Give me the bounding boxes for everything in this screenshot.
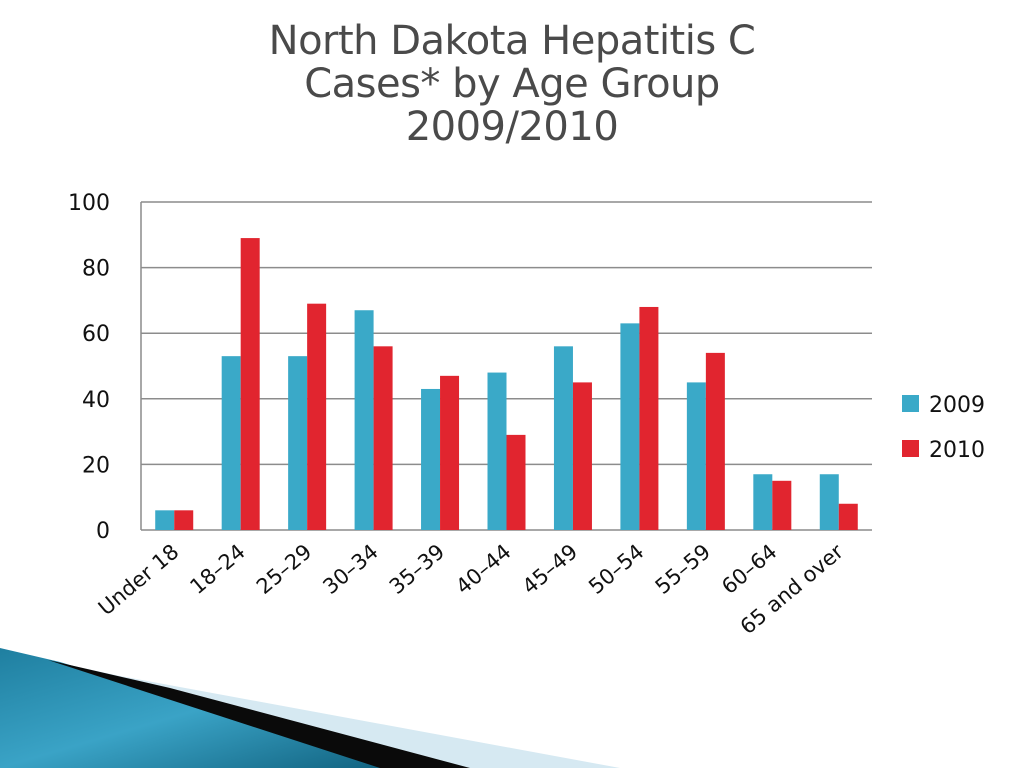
bar-2010 — [838, 503, 858, 530]
y-tick-label: 100 — [68, 191, 110, 216]
bar-2009 — [221, 356, 241, 530]
title-line-2: Cases* by Age Group — [304, 61, 720, 107]
bar-2010 — [373, 346, 393, 530]
chart-title: North Dakota Hepatitis C Cases* by Age G… — [212, 20, 812, 149]
bar-2009 — [553, 346, 573, 530]
bar-2009 — [421, 388, 441, 530]
y-tick-label: 0 — [96, 519, 110, 544]
legend-swatch-2009 — [902, 395, 919, 412]
bar-2010 — [307, 303, 327, 530]
bar-2009 — [288, 356, 308, 530]
decor-black-stripe — [48, 660, 470, 768]
y-tick-label: 20 — [82, 453, 110, 478]
legend-label-2009: 2009 — [929, 393, 985, 418]
bar-2009 — [487, 372, 507, 530]
legend-label-2010: 2010 — [929, 438, 985, 463]
legend-swatch-2010 — [902, 440, 919, 457]
bar-2009 — [155, 510, 175, 530]
title-line-3: 2009/2010 — [405, 104, 619, 150]
bar-2009 — [686, 382, 706, 530]
bar-2010 — [174, 510, 194, 530]
bar-2010 — [705, 352, 725, 530]
y-tick-label: 40 — [82, 388, 110, 413]
bar-2009 — [354, 310, 374, 530]
title-line-1: North Dakota Hepatitis C — [268, 18, 756, 64]
y-tick-label: 60 — [82, 322, 110, 347]
bar-2010 — [639, 306, 659, 530]
bar-2010 — [572, 382, 592, 530]
bar-2009 — [753, 474, 773, 530]
bar-2009 — [620, 323, 640, 530]
bar-2010 — [440, 375, 460, 530]
bar-2010 — [240, 238, 260, 530]
bar-2010 — [506, 434, 526, 530]
bar-2009 — [819, 474, 839, 530]
y-tick-label: 80 — [82, 257, 110, 282]
bar-2010 — [772, 480, 792, 530]
